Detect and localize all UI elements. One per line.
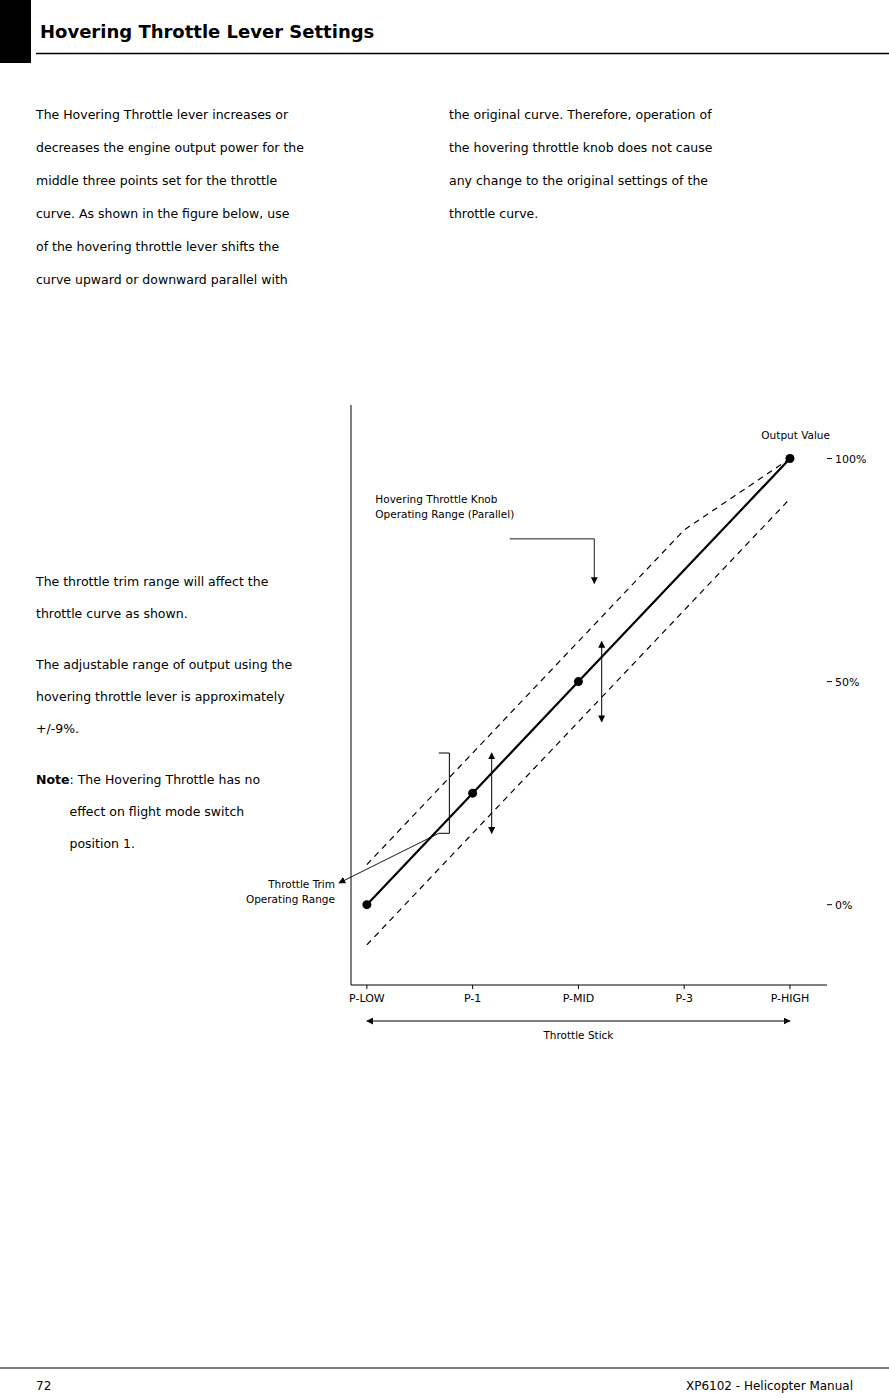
body-text: of the hovering throttle lever shifts th… xyxy=(36,239,280,254)
x-tick-label: P-3 xyxy=(676,992,693,1005)
annotation-line: Hovering Throttle Knob xyxy=(375,493,497,505)
trim-bracket xyxy=(439,753,450,833)
body-text: The Hovering Throttle lever increases or xyxy=(35,107,289,122)
x-axis-line xyxy=(351,985,827,986)
annotation-line: Operating Range xyxy=(246,893,335,905)
y-tick xyxy=(827,904,832,905)
plot-data xyxy=(362,454,794,945)
body-text: the hovering throttle knob does not caus… xyxy=(449,140,713,155)
y-tick-label: 100% xyxy=(835,453,866,466)
body-text: The throttle trim range will affect the xyxy=(35,574,269,589)
chart: P-LOW P-1 P-MID P-3 P-HIGH 0% 50% 100% Hovering … xyxy=(349,405,866,1041)
y-tick xyxy=(827,681,832,682)
y-tick-label: 50% xyxy=(835,676,859,689)
header-rule xyxy=(36,53,889,55)
body-text: any change to the original settings of t… xyxy=(449,173,708,188)
point xyxy=(574,677,583,686)
note-text: : The Hovering Throttle has no xyxy=(70,772,261,787)
body-text: the original curve. Therefore, operation… xyxy=(449,107,712,122)
x-tick xyxy=(366,985,367,989)
note-label: Note xyxy=(36,772,70,787)
annotation-connector xyxy=(510,539,595,584)
range-arrow xyxy=(601,641,602,721)
page: Hovering Throttle Lever Settings 72 XP6102… xyxy=(0,0,889,1398)
page-number: 72 xyxy=(36,1379,51,1393)
body-text: decreases the engine output power for th… xyxy=(36,140,304,155)
x-tick-label: P-1 xyxy=(464,992,481,1005)
body-text: throttle curve as shown. xyxy=(36,606,188,621)
body-text: middle three points set for the throttle xyxy=(36,173,277,188)
point xyxy=(785,454,794,463)
x-tick-label: P-LOW xyxy=(349,992,385,1005)
y-tick xyxy=(827,458,832,459)
x-axis-arrow xyxy=(367,1021,790,1022)
y-axis-line xyxy=(351,405,352,985)
note-text: position 1. xyxy=(70,836,135,851)
annotation: Throttle Trim Operating Range xyxy=(246,878,335,905)
body-text: hovering throttle lever is approximately xyxy=(36,689,285,704)
x-tick xyxy=(578,985,579,989)
manual-name: XP6102 - Helicopter Manual xyxy=(686,1379,853,1393)
note: Note: The Hovering Throttle has no xyxy=(36,772,260,787)
body-text: The adjustable range of output using the xyxy=(35,657,292,672)
body-text: throttle curve. xyxy=(449,206,538,221)
dashed-curve xyxy=(367,499,790,945)
range-arrow xyxy=(491,753,492,833)
annotation-line: Throttle Trim xyxy=(267,878,335,890)
x-tick-label: P-MID xyxy=(563,992,595,1005)
x-tick xyxy=(789,985,790,989)
y-tick-label: 0% xyxy=(835,899,852,912)
annotation: Hovering Throttle Knob Operating Range (P… xyxy=(375,493,514,520)
x-tick xyxy=(472,985,473,989)
footer-rule xyxy=(0,1368,889,1369)
x-axis-label: Throttle Stick xyxy=(542,1029,614,1041)
dashed-curve xyxy=(367,459,790,865)
point xyxy=(362,900,371,909)
annotation-line: Operating Range (Parallel) xyxy=(375,508,514,520)
header-block xyxy=(0,0,31,63)
body-text: +/-9%. xyxy=(36,721,79,736)
page-title: Hovering Throttle Lever Settings xyxy=(40,21,374,42)
background xyxy=(0,0,889,1398)
y-axis-label: Output Value xyxy=(761,429,830,441)
point xyxy=(468,789,477,798)
body-text: curve. As shown in the figure below, use xyxy=(36,206,290,221)
x-tick xyxy=(684,985,685,989)
note-text: effect on flight mode switch xyxy=(70,804,245,819)
x-tick-label: P-HIGH xyxy=(771,992,810,1005)
annotation-connector xyxy=(339,833,439,883)
body-text: curve upward or downward parallel with xyxy=(36,272,288,287)
